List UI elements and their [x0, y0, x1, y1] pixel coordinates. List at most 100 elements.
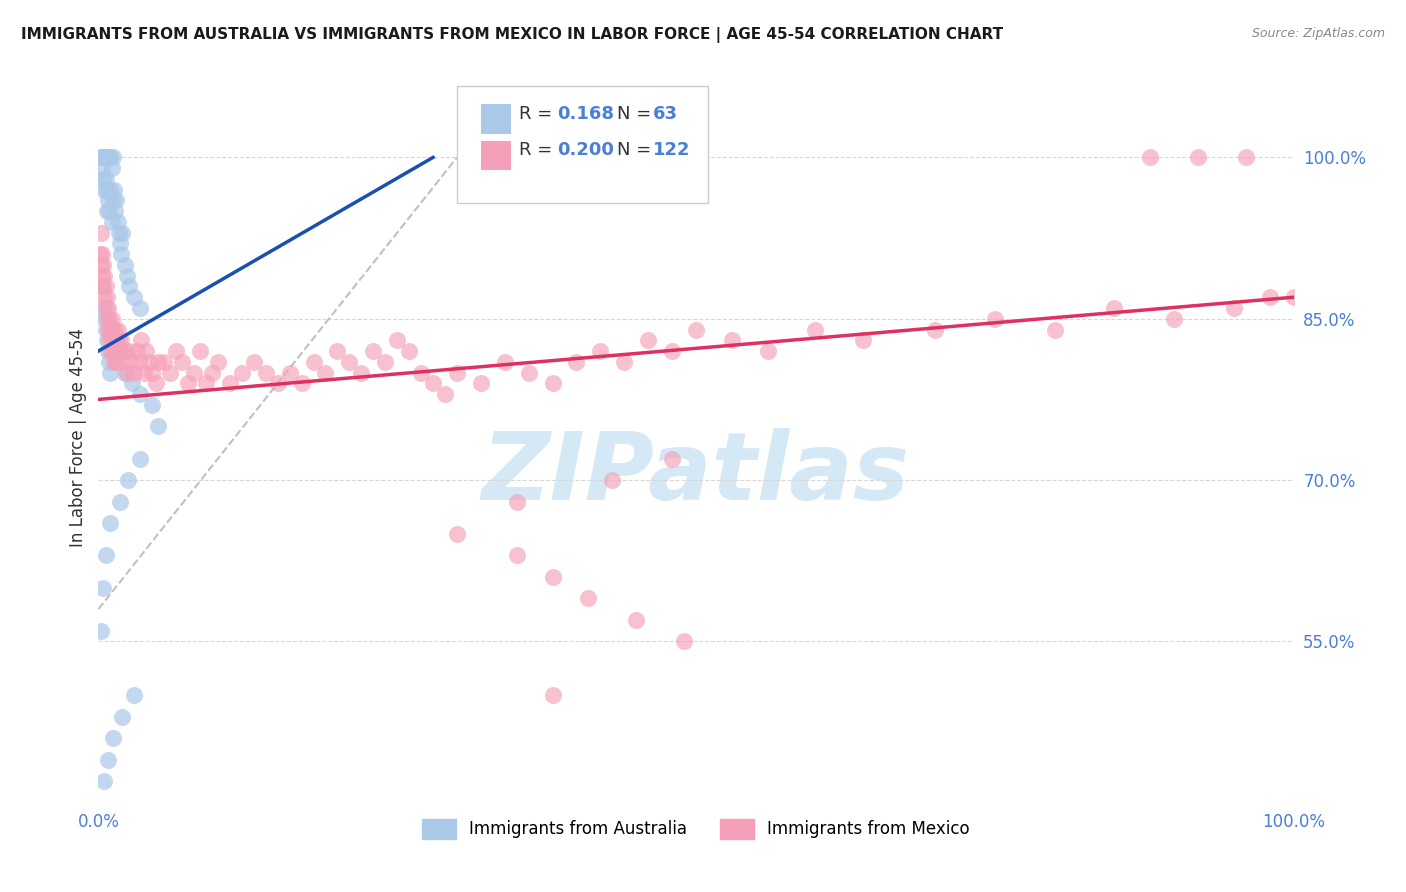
Point [110, 247, 132, 261]
Point [97, 344, 120, 359]
Point [243, 355, 266, 369]
Point [207, 355, 229, 369]
Point [506, 549, 529, 563]
Point [613, 355, 636, 369]
Point [93, 774, 115, 789]
Point [98, 204, 121, 219]
Point [125, 344, 148, 359]
Point [103, 183, 125, 197]
Point [118, 279, 141, 293]
Text: IMMIGRANTS FROM AUSTRALIA VS IMMIGRANTS FROM MEXICO IN LABOR FORCE | AGE 45-54 C: IMMIGRANTS FROM AUSTRALIA VS IMMIGRANTS … [21, 27, 1004, 43]
Point [108, 494, 131, 508]
Point [398, 344, 420, 359]
Point [326, 344, 349, 359]
Point [98, 355, 121, 369]
Text: 122: 122 [652, 141, 690, 160]
Point [188, 344, 211, 359]
Point [94, 549, 117, 563]
Point [98, 150, 122, 164]
Point [135, 344, 157, 359]
Point [1234, 150, 1257, 164]
Point [165, 344, 187, 359]
Point [114, 366, 136, 380]
Point [201, 366, 224, 380]
Point [101, 150, 124, 164]
Point [128, 355, 150, 369]
Point [93, 311, 115, 326]
Point [924, 322, 946, 336]
Point [637, 333, 659, 347]
Point [91, 268, 114, 283]
Text: ZIPatlas: ZIPatlas [482, 427, 910, 520]
Point [446, 366, 468, 380]
Point [111, 355, 134, 369]
Point [231, 366, 253, 380]
Point [100, 333, 122, 347]
Point [385, 333, 409, 347]
Point [107, 215, 129, 229]
Text: 63: 63 [652, 104, 678, 123]
Point [363, 344, 385, 359]
Point [96, 204, 118, 219]
Point [90, 258, 112, 272]
Point [121, 376, 143, 391]
Point [1187, 150, 1209, 164]
Point [97, 322, 120, 336]
Bar [481, 141, 510, 170]
FancyBboxPatch shape [457, 86, 709, 203]
Point [315, 366, 337, 380]
Text: N =: N = [617, 141, 657, 160]
Point [98, 366, 122, 380]
Point [94, 279, 117, 293]
Point [661, 344, 683, 359]
Point [291, 376, 314, 391]
Point [1043, 322, 1066, 336]
Point [422, 376, 444, 391]
Point [446, 527, 468, 541]
Point [141, 366, 163, 380]
Point [541, 570, 564, 584]
Point [103, 333, 125, 347]
Point [494, 355, 516, 369]
Point [104, 322, 127, 336]
Point [141, 398, 163, 412]
Point [101, 322, 124, 336]
Point [541, 688, 564, 702]
Point [219, 376, 242, 391]
Point [111, 226, 134, 240]
Point [434, 387, 457, 401]
Point [98, 311, 121, 326]
Point [129, 387, 152, 401]
Point [108, 344, 131, 359]
Point [100, 215, 122, 229]
Point [114, 344, 136, 359]
Point [302, 355, 325, 369]
Point [124, 366, 146, 380]
Text: 0.200: 0.200 [557, 141, 614, 160]
Point [114, 258, 136, 272]
Point [91, 279, 114, 293]
Point [93, 290, 115, 304]
Point [108, 344, 131, 359]
Point [254, 366, 277, 380]
Point [111, 710, 134, 724]
Point [626, 613, 648, 627]
Point [98, 183, 122, 197]
Point [91, 150, 114, 164]
Point [115, 268, 138, 283]
Point [90, 150, 112, 164]
Point [96, 333, 118, 347]
Legend: Immigrants from Australia, Immigrants from Mexico: Immigrants from Australia, Immigrants fr… [416, 812, 976, 846]
Point [153, 355, 176, 369]
Point [94, 172, 117, 186]
Point [1163, 311, 1185, 326]
Point [129, 451, 152, 466]
Point [118, 344, 141, 359]
Point [105, 333, 128, 347]
Point [104, 204, 127, 219]
Bar [481, 104, 510, 134]
Point [97, 194, 120, 208]
Point [1282, 290, 1305, 304]
Point [852, 333, 875, 347]
Point [267, 376, 290, 391]
